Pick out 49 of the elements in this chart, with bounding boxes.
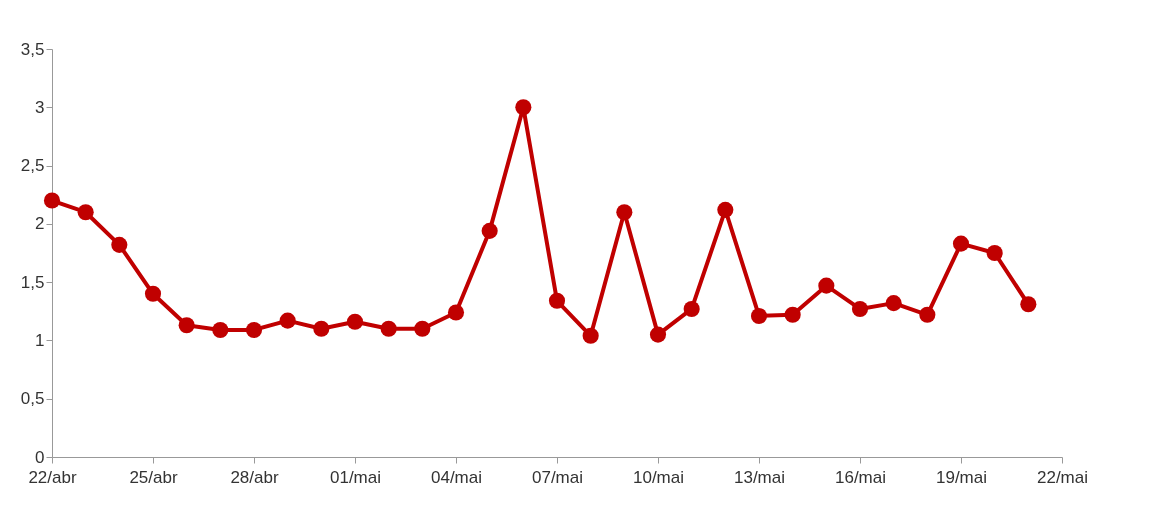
- point: [481, 222, 498, 239]
- y-tick-label: 0,5: [20, 389, 45, 409]
- y-tick-label: 1: [35, 330, 45, 350]
- point: [548, 292, 566, 309]
- point: [986, 244, 1003, 262]
- x-tick-label: 10/mai: [632, 467, 685, 487]
- point: [919, 306, 936, 323]
- point: [178, 317, 195, 334]
- y-tick-label: 0: [35, 447, 45, 467]
- x-tick-label: 16/mai: [834, 467, 887, 487]
- point: [952, 235, 970, 252]
- x-tick-label: 07/mai: [531, 467, 584, 487]
- y-tick-label: 1,5: [20, 272, 45, 292]
- point: [750, 307, 768, 324]
- point: [885, 295, 902, 312]
- point: [851, 300, 869, 317]
- point: [77, 204, 94, 221]
- point: [683, 300, 700, 317]
- point: [784, 306, 801, 323]
- point: [1020, 296, 1037, 313]
- point: [43, 192, 61, 209]
- x-tick-label: 04/mai: [430, 467, 483, 487]
- point: [245, 321, 263, 338]
- y-tick-label: 3,5: [20, 39, 45, 59]
- point: [515, 99, 532, 116]
- x-tick-label: 01/mai: [329, 467, 382, 487]
- y-tick-label: 3: [35, 97, 45, 117]
- y-tick-label: 2,5: [20, 156, 45, 176]
- x-tick-label: 13/mai: [733, 467, 786, 487]
- x-tick-label: 22/mai: [1036, 467, 1089, 487]
- x-tick-label: 22/abr: [28, 467, 77, 487]
- point: [717, 201, 734, 218]
- y-tick-label: 2: [35, 214, 45, 234]
- point: [616, 204, 633, 221]
- point: [313, 320, 330, 337]
- point: [582, 327, 599, 344]
- point: [380, 320, 397, 337]
- point: [212, 321, 229, 338]
- point: [111, 236, 128, 253]
- point: [346, 313, 364, 330]
- point: [649, 326, 667, 343]
- point: [144, 285, 162, 302]
- x-tick-label: 25/abr: [129, 467, 178, 487]
- point: [447, 304, 465, 321]
- x-tick-label: 19/mai: [935, 467, 988, 487]
- point: [279, 312, 296, 329]
- point: [414, 320, 431, 337]
- point: [818, 277, 835, 294]
- x-tick-label: 28/abr: [230, 467, 279, 487]
